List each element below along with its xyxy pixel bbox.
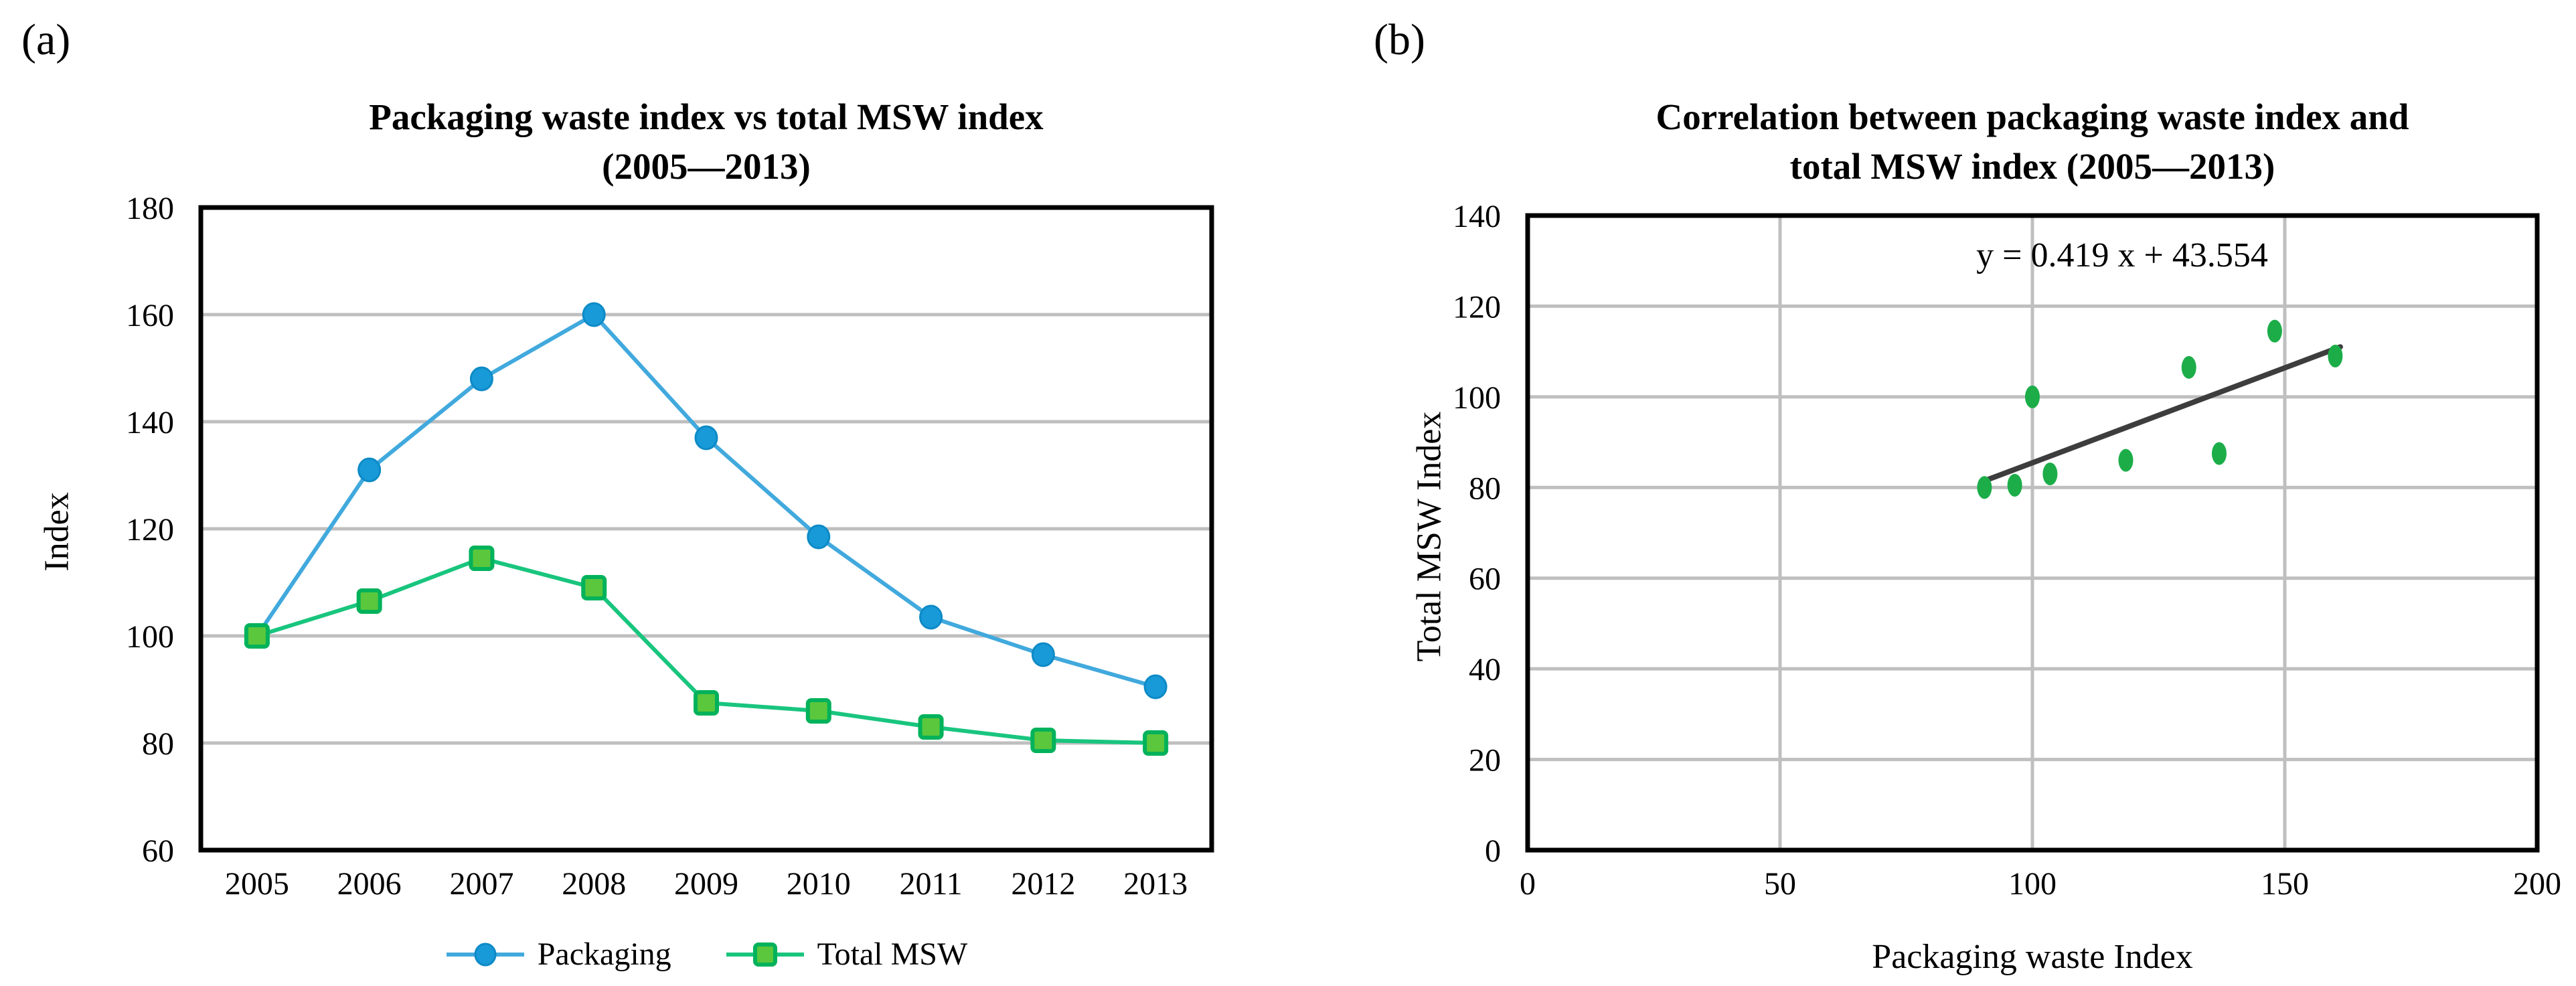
x-tick-labels-b: 0 50 100 150 200 (1520, 866, 2561, 902)
chart-a-title: Packaging waste index vs total MSW index… (201, 92, 1212, 191)
panel-b-label: (b) (1374, 15, 1425, 64)
svg-text:180: 180 (126, 191, 174, 226)
chart-b-x-axis-title: Packaging waste Index (1872, 938, 2193, 976)
chart-b-title-line2: total MSW index (2005—2013) (1789, 146, 2275, 187)
trendline-equation: y = 0.419 x + 43.554 (1976, 236, 2268, 274)
svg-text:50: 50 (1764, 866, 1796, 902)
svg-text:20: 20 (1469, 743, 1501, 778)
svg-text:80: 80 (142, 726, 174, 762)
svg-text:140: 140 (126, 405, 174, 440)
chart-a-legend: Packaging Total MSW (201, 936, 1212, 973)
legend-label: Total MSW (817, 936, 968, 972)
svg-text:80: 80 (1469, 471, 1501, 506)
scatter-chart: 0 20 40 60 80 100 120 140 0 50 100 150 200 (1453, 199, 2561, 902)
series-total-msw (244, 546, 1169, 756)
svg-text:2012: 2012 (1011, 866, 1075, 902)
legend-item-total-msw: Total MSW (725, 936, 968, 973)
panel-a-label: (a) (21, 15, 71, 64)
chart-a-title-line2: (2005—2013) (602, 146, 811, 187)
svg-text:60: 60 (142, 833, 174, 869)
svg-text:140: 140 (1453, 199, 1501, 234)
x-tick-labels-a: 2005 2006 2007 2008 2009 2010 2011 2012 2013 (225, 866, 1188, 902)
plot-frame-b (1525, 213, 2540, 853)
chart-b-title: Correlation between packaging waste inde… (1528, 92, 2537, 191)
trendline (1984, 344, 2343, 483)
svg-text:100: 100 (2008, 866, 2057, 902)
y-tick-labels-b: 0 20 40 60 80 100 120 140 (1453, 199, 1501, 869)
svg-text:2006: 2006 (337, 866, 402, 902)
svg-text:120: 120 (1453, 289, 1501, 325)
legend-square-marker-icon (726, 942, 804, 967)
legend-circle-marker-icon (446, 942, 524, 966)
svg-text:100: 100 (1453, 380, 1501, 416)
gridlines-b (1528, 216, 2537, 850)
svg-text:2010: 2010 (787, 866, 851, 902)
svg-text:60: 60 (1469, 562, 1501, 597)
y-tick-labels-a: 60 80 100 120 140 160 180 (126, 191, 174, 869)
svg-text:0: 0 (1520, 866, 1536, 902)
svg-text:2013: 2013 (1123, 866, 1188, 902)
legend-item-packaging: Packaging (445, 936, 671, 973)
svg-text:120: 120 (126, 512, 174, 548)
svg-text:100: 100 (126, 619, 174, 655)
svg-text:2005: 2005 (225, 866, 289, 902)
chart-b-y-axis-title: Total MSW Index (1410, 411, 1449, 662)
legend-label: Packaging (537, 936, 671, 972)
chart-a-title-line1: Packaging waste index vs total MSW index (369, 96, 1044, 137)
scatter-points (1977, 319, 2343, 499)
series-packaging (245, 302, 1168, 700)
svg-text:40: 40 (1469, 652, 1501, 687)
svg-text:160: 160 (126, 298, 174, 333)
svg-text:2009: 2009 (674, 866, 738, 902)
plot-frame-a (198, 205, 1214, 853)
svg-text:0: 0 (1485, 833, 1501, 869)
chart-b-title-line1: Correlation between packaging waste inde… (1656, 96, 2409, 137)
svg-text:150: 150 (2261, 866, 2309, 902)
svg-text:2011: 2011 (899, 866, 962, 902)
svg-text:200: 200 (2513, 866, 2561, 902)
chart-a-y-axis-title: Index (37, 492, 76, 572)
gridlines-a (201, 313, 1212, 745)
svg-text:2008: 2008 (562, 866, 626, 902)
svg-text:2007: 2007 (449, 866, 513, 902)
